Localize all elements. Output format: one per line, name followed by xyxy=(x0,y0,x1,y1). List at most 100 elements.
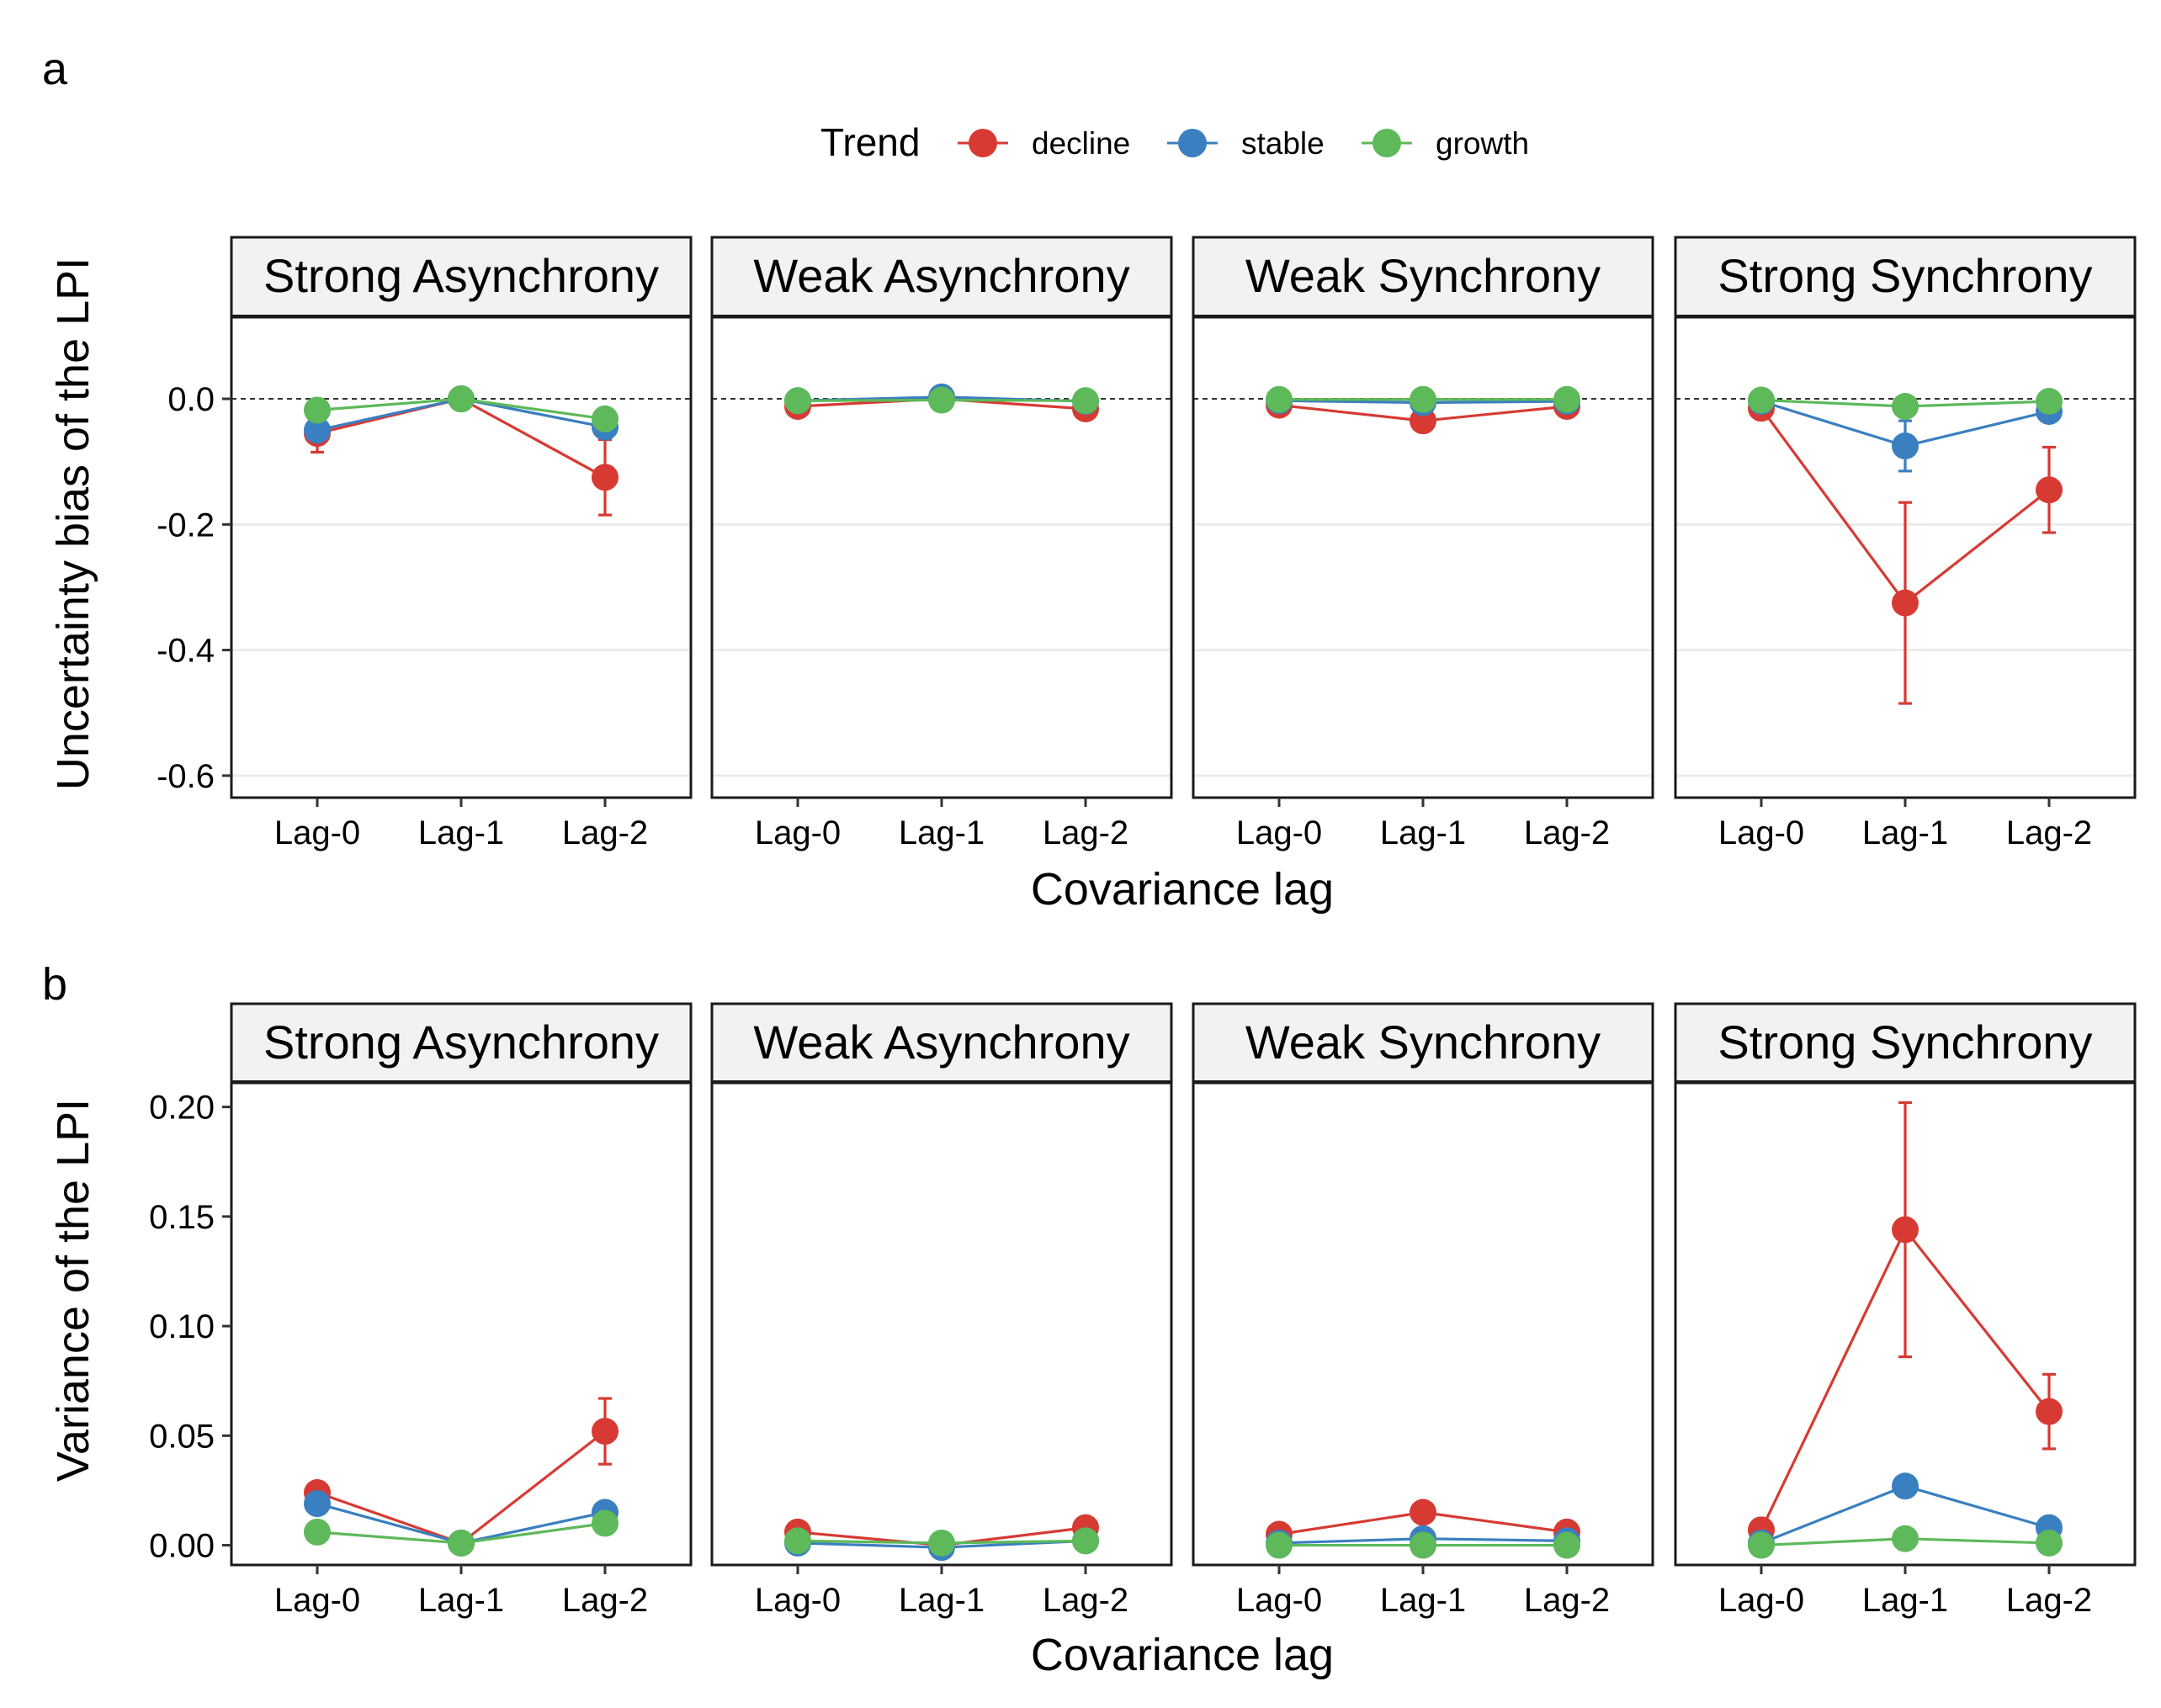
x-tick-label: Lag-1 xyxy=(1380,814,1466,851)
facet-strip xyxy=(1192,1002,1654,1085)
y-tick-label: 0.15 xyxy=(149,1199,215,1236)
plot-background xyxy=(231,1083,691,1565)
panel-letter-b: b xyxy=(42,959,67,1010)
x-tick-label: Lag-2 xyxy=(2006,814,2092,851)
x-tick-label: Lag-2 xyxy=(562,814,648,851)
data-point-growth xyxy=(2036,1529,2063,1557)
data-point-growth xyxy=(448,385,475,413)
y-tick-label: -0.2 xyxy=(157,507,215,544)
legend-key-point-decline xyxy=(969,129,997,157)
data-point-decline xyxy=(1892,589,1919,617)
facet-a-3: Weak Synchrony Lag-0 Lag-1 Lag-2 xyxy=(1192,236,1654,851)
data-point-growth xyxy=(1892,392,1919,420)
legend-key-point-stable xyxy=(1178,129,1207,157)
x-tick-label: Lag-0 xyxy=(1718,1582,1804,1619)
y-tick-label: 0.10 xyxy=(149,1308,215,1345)
legend-title: Trend xyxy=(820,120,920,164)
chart-a-uncertainty-bias: Strong Asynchrony Lag-0 Lag-1 Lag-2 Weak Asy… xyxy=(48,236,2137,915)
facet-b-1: Strong Asynchrony Lag-0 Lag-1 Lag-2 xyxy=(230,1002,693,1619)
data-point-decline xyxy=(2036,476,2063,504)
x-tick-label: Lag-0 xyxy=(755,1582,841,1619)
facet-b-3: Weak Synchrony Lag-0 Lag-1 Lag-2 xyxy=(1192,1002,1654,1619)
legend-item-growth: growth xyxy=(1362,126,1529,161)
facet-strip-label: Strong Synchrony xyxy=(1718,1016,2092,1069)
data-point-growth xyxy=(304,1518,331,1546)
x-tick-label: Lag-0 xyxy=(755,814,841,851)
data-point-stable xyxy=(1892,432,1919,460)
data-point-decline xyxy=(592,464,619,491)
y-tick-label: 0.05 xyxy=(149,1418,215,1455)
data-point-growth xyxy=(448,1529,475,1557)
x-tick-label: Lag-0 xyxy=(1718,814,1804,851)
x-axis-title: Covariance lag xyxy=(1031,864,1334,915)
x-tick-label: Lag-2 xyxy=(1043,1582,1128,1619)
legend-label-growth: growth xyxy=(1436,126,1529,161)
data-point-growth xyxy=(2036,388,2063,416)
data-point-growth xyxy=(1266,385,1293,413)
series-growth xyxy=(304,385,619,432)
data-point-decline xyxy=(592,1418,619,1445)
x-tick-label: Lag-2 xyxy=(1524,1582,1610,1619)
legend-key-point-growth xyxy=(1373,129,1401,157)
facet-strip xyxy=(230,236,693,319)
data-point-growth xyxy=(1553,1531,1580,1559)
data-point-decline xyxy=(1410,1498,1436,1526)
x-tick-label: Lag-1 xyxy=(899,1582,985,1619)
plot-background xyxy=(1193,1083,1653,1565)
x-tick-label: Lag-1 xyxy=(418,1582,504,1619)
data-point-decline xyxy=(1892,1216,1919,1244)
panel-letter-a: a xyxy=(42,44,68,94)
x-tick-label: Lag-0 xyxy=(274,814,360,851)
legend-item-stable: stable xyxy=(1167,126,1325,161)
data-point-growth xyxy=(784,387,811,415)
data-point-growth xyxy=(1553,385,1580,413)
data-point-decline xyxy=(2036,1398,2063,1425)
y-tick-label: 0.00 xyxy=(149,1528,215,1565)
x-tick-label: Lag-1 xyxy=(1862,814,1948,851)
series-growth xyxy=(1748,386,2063,420)
facet-b-4: Strong Synchrony Lag-0 Lag-1 Lag-2 xyxy=(1674,1002,2137,1619)
data-point-growth xyxy=(1410,385,1436,413)
data-point-growth xyxy=(1072,1527,1099,1555)
x-tick-label: Lag-0 xyxy=(1236,1582,1322,1619)
facet-strip-label: Weak Synchrony xyxy=(1245,1016,1601,1069)
data-point-stable xyxy=(1892,1472,1919,1500)
y-tick-label: 0.0 xyxy=(167,381,215,418)
facet-strip-label: Strong Asynchrony xyxy=(263,1016,659,1069)
y-axis-title: Uncertainty bias of the LPI xyxy=(48,257,98,790)
data-point-stable xyxy=(304,416,331,444)
legend-item-decline: decline xyxy=(958,126,1130,161)
x-tick-label: Lag-1 xyxy=(1380,1582,1466,1619)
data-point-growth xyxy=(592,405,619,432)
facet-strip-label: Weak Synchrony xyxy=(1245,249,1601,302)
data-point-growth xyxy=(1266,1531,1293,1559)
x-tick-label: Lag-2 xyxy=(1043,814,1128,851)
data-point-growth xyxy=(1410,1531,1436,1559)
facet-strip-label: Weak Asynchrony xyxy=(753,249,1129,302)
data-point-growth xyxy=(1748,1531,1775,1559)
x-tick-label: Lag-2 xyxy=(562,1582,648,1619)
y-tick-label: -0.4 xyxy=(157,633,215,670)
x-tick-label: Lag-1 xyxy=(418,814,504,851)
facet-strip-label: Strong Synchrony xyxy=(1718,249,2092,302)
data-point-stable xyxy=(304,1490,331,1518)
series-growth xyxy=(1266,385,1580,413)
data-point-growth xyxy=(1892,1525,1919,1552)
series-growth xyxy=(784,386,1099,415)
x-tick-label: Lag-0 xyxy=(274,1582,360,1619)
facet-strip-label: Strong Asynchrony xyxy=(263,249,659,302)
legend-label-stable: stable xyxy=(1241,126,1325,161)
facet-strip xyxy=(1192,236,1654,319)
facet-a-1: Strong Asynchrony Lag-0 Lag-1 Lag-2 xyxy=(230,236,693,851)
data-point-growth xyxy=(928,386,955,414)
x-axis-title: Covariance lag xyxy=(1031,1630,1334,1680)
y-tick-label: 0.20 xyxy=(149,1090,215,1127)
facet-strip-label: Weak Asynchrony xyxy=(753,1016,1129,1069)
series-growth xyxy=(1748,1525,2063,1559)
plot-background xyxy=(712,1083,1171,1565)
series-growth xyxy=(304,1509,619,1557)
facet-b-2: Weak Asynchrony Lag-0 Lag-1 Lag-2 xyxy=(710,1002,1173,1619)
x-tick-label: Lag-1 xyxy=(1862,1582,1948,1619)
